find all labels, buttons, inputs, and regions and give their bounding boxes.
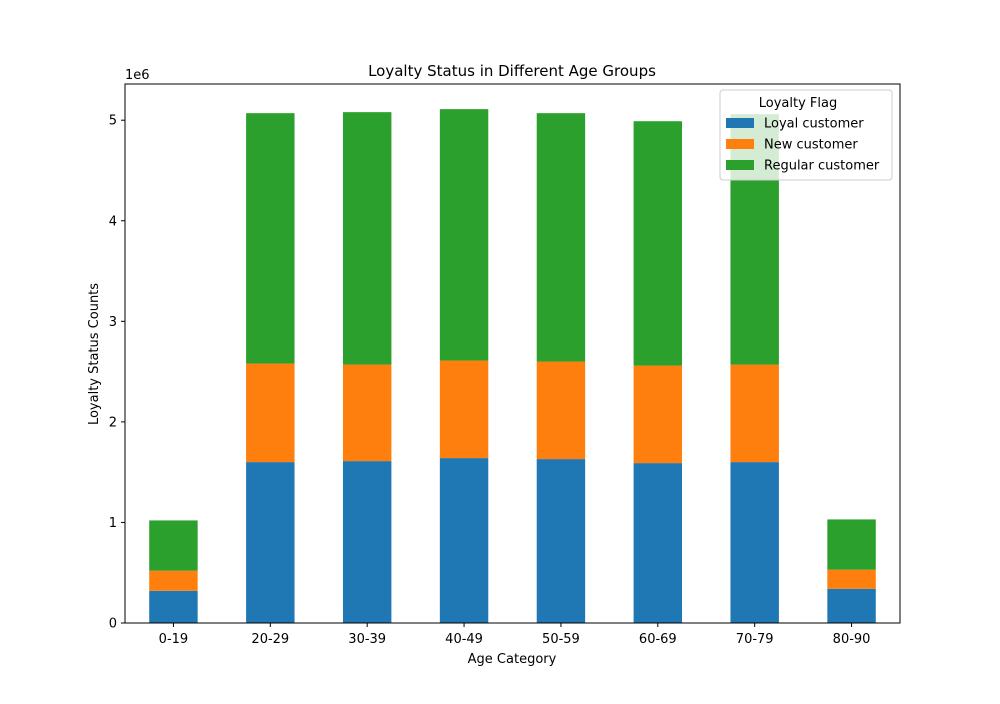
- y-axis-label: Loyalty Status Counts: [87, 283, 102, 425]
- bar-60-69-loyal-customer: [633, 463, 683, 623]
- bar-60-69-regular-customer: [633, 121, 683, 366]
- legend-entry-label: Regular customer: [764, 159, 880, 174]
- bar-40-49-new-customer: [439, 360, 489, 459]
- bar-40-49-loyal-customer: [439, 458, 489, 623]
- ticks-group: 0-19 20-29 30-39 40-49 50-59 60-69 70-79 80-90 0…: [109, 114, 871, 647]
- y-tick-label: 0: [109, 617, 117, 632]
- x-tick-label: 0-19: [159, 632, 189, 647]
- bar-0-19-loyal-customer: [149, 590, 198, 623]
- bar-20-29-regular-customer: [246, 113, 295, 364]
- bars-group: [149, 109, 876, 623]
- bar-60-69-new-customer: [633, 365, 683, 464]
- y-tick-label: 3: [109, 315, 117, 330]
- x-tick-label: 30-39: [348, 632, 386, 647]
- legend-entry-label: Loyal customer: [764, 117, 864, 132]
- y-tick-label: 5: [109, 114, 117, 129]
- x-axis-label: Age Category: [468, 652, 557, 667]
- y-tick-label: 4: [109, 214, 117, 229]
- bar-80-90-new-customer: [827, 569, 876, 589]
- x-tick-label: 60-69: [639, 632, 677, 647]
- legend-swatch: [726, 160, 754, 170]
- legend-entry-label: New customer: [764, 138, 858, 153]
- legend-title: Loyalty Flag: [759, 96, 837, 111]
- plot-frame: [124, 83, 901, 624]
- bar-80-90-regular-customer: [827, 519, 876, 570]
- x-tick-label: 50-59: [542, 632, 580, 647]
- bar-20-29-loyal-customer: [246, 462, 295, 623]
- x-tick-label: 80-90: [833, 632, 871, 647]
- chart-title: Loyalty Status in Different Age Groups: [368, 62, 656, 80]
- bar-30-39-new-customer: [342, 364, 392, 462]
- x-tick-label: 20-29: [251, 632, 289, 647]
- legend: Loyalty Flag Loyal customer New customer Re…: [719, 89, 893, 181]
- bar-50-59-loyal-customer: [536, 459, 586, 623]
- bar-50-59-regular-customer: [536, 113, 586, 362]
- y-axis-multiplier: 1e6: [125, 68, 150, 83]
- bar-70-79-loyal-customer: [730, 462, 779, 623]
- bar-40-49-regular-customer: [439, 109, 489, 361]
- x-tick-label: 70-79: [736, 632, 774, 647]
- bar-30-39-regular-customer: [342, 112, 392, 365]
- bar-0-19-new-customer: [149, 570, 198, 591]
- bar-50-59-new-customer: [536, 361, 586, 460]
- bar-30-39-loyal-customer: [342, 461, 392, 623]
- legend-swatch: [726, 118, 754, 128]
- x-tick-label: 40-49: [445, 632, 483, 647]
- legend-box: [719, 89, 893, 181]
- bar-20-29-new-customer: [246, 363, 295, 463]
- bar-0-19-regular-customer: [149, 520, 198, 571]
- bar-70-79-new-customer: [730, 364, 779, 463]
- legend-swatch: [726, 139, 754, 149]
- bar-80-90-loyal-customer: [827, 588, 876, 623]
- y-tick-label: 1: [109, 516, 117, 531]
- y-tick-label: 2: [109, 415, 117, 430]
